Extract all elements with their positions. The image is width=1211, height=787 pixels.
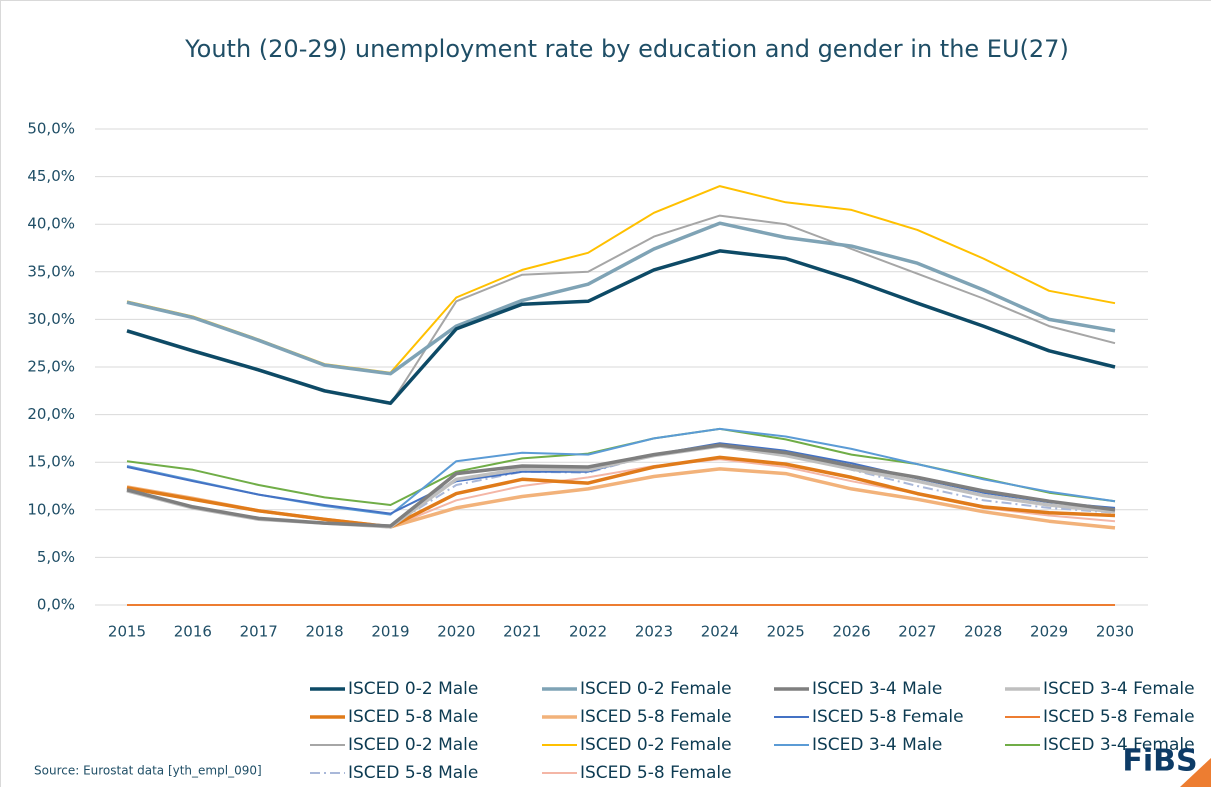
x-tick-label: 2025 bbox=[767, 623, 805, 641]
y-tick-label: 45,0% bbox=[27, 167, 75, 185]
y-tick-label: 25,0% bbox=[27, 358, 75, 376]
x-tick-label: 2030 bbox=[1096, 623, 1134, 641]
legend-label: ISCED 0-2 Female bbox=[580, 679, 732, 699]
y-tick-label: 20,0% bbox=[27, 405, 75, 423]
legend-label: ISCED 5-8 Male bbox=[348, 763, 478, 783]
legend-label: ISCED 5-8 Female bbox=[812, 707, 964, 727]
x-tick-label: 2018 bbox=[306, 623, 344, 641]
source-note: Source: Eurostat data [yth_empl_090] bbox=[34, 764, 262, 778]
chart-title: Youth (20-29) unemployment rate by educa… bbox=[184, 35, 1069, 63]
y-tick-label: 50,0% bbox=[27, 120, 75, 138]
legend-label: ISCED 5-8 Female bbox=[580, 763, 732, 783]
x-tick-label: 2029 bbox=[1030, 623, 1068, 641]
x-tick-label: 2019 bbox=[371, 623, 409, 641]
y-tick-label: 10,0% bbox=[27, 500, 75, 518]
legend-label: ISCED 3-4 Female bbox=[1043, 679, 1195, 699]
x-tick-label: 2026 bbox=[832, 623, 870, 641]
x-tick-label: 2024 bbox=[701, 623, 739, 641]
x-tick-label: 2027 bbox=[898, 623, 936, 641]
legend-label: ISCED 5-8 Male bbox=[348, 707, 478, 727]
x-tick-label: 2022 bbox=[569, 623, 607, 641]
x-tick-label: 2016 bbox=[174, 623, 212, 641]
series-line bbox=[126, 455, 1116, 529]
legend-label: ISCED 3-4 Female bbox=[1043, 735, 1195, 755]
logo-corner bbox=[1180, 758, 1211, 787]
y-tick-label: 35,0% bbox=[27, 262, 75, 280]
series-line bbox=[126, 249, 1116, 405]
series-line bbox=[126, 443, 1116, 528]
x-tick-label: 2015 bbox=[108, 623, 146, 641]
y-tick-label: 30,0% bbox=[27, 310, 75, 328]
x-tick-label: 2023 bbox=[635, 623, 673, 641]
x-tick-label: 2021 bbox=[503, 623, 541, 641]
legend-label: ISCED 3-4 Male bbox=[812, 735, 942, 755]
y-tick-label: 5,0% bbox=[37, 548, 75, 566]
y-tick-label: 15,0% bbox=[27, 453, 75, 471]
legend-label: ISCED 5-8 Female bbox=[1043, 707, 1195, 727]
x-tick-label: 2017 bbox=[240, 623, 278, 641]
x-tick-label: 2028 bbox=[964, 623, 1002, 641]
legend-label: ISCED 0-2 Male bbox=[348, 679, 478, 699]
x-tick-label: 2020 bbox=[437, 623, 475, 641]
legend-label: ISCED 0-2 Male bbox=[348, 735, 478, 755]
logo: FiBS bbox=[1122, 744, 1211, 787]
y-tick-label: 0,0% bbox=[37, 596, 75, 614]
logo-text: FiBS bbox=[1122, 744, 1197, 779]
y-tick-label: 40,0% bbox=[27, 215, 75, 233]
series-line bbox=[126, 221, 1116, 376]
legend-label: ISCED 0-2 Female bbox=[580, 735, 732, 755]
legend-label: ISCED 5-8 Female bbox=[580, 707, 732, 727]
legend-label: ISCED 3-4 Male bbox=[812, 679, 942, 699]
